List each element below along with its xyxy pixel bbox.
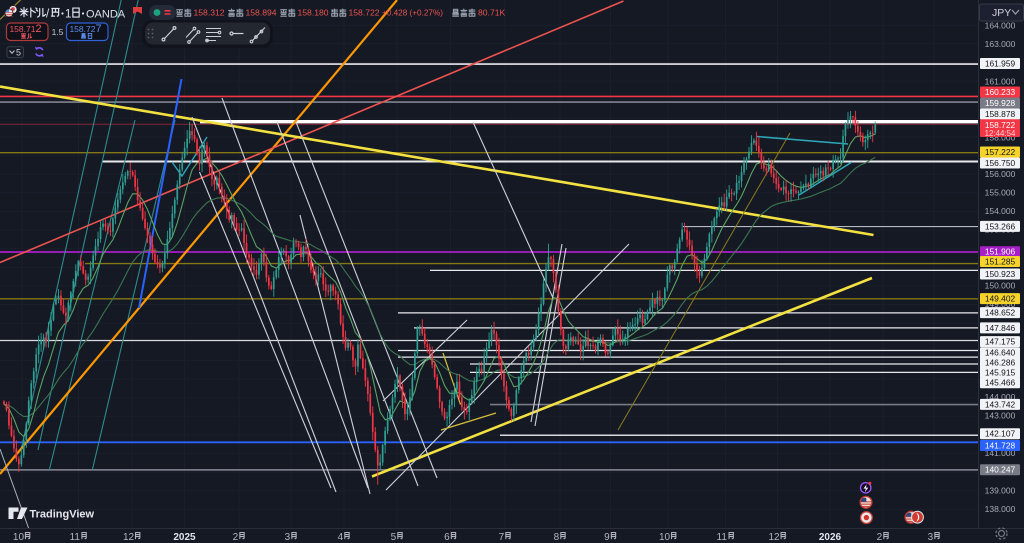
svg-text:/: / — [46, 8, 50, 20]
svg-text:TradingView: TradingView — [30, 509, 95, 521]
svg-text:156.000: 156.000 — [985, 169, 1016, 179]
svg-text:9: 9 — [604, 532, 610, 543]
svg-text:5: 5 — [16, 48, 21, 58]
svg-text:144.000: 144.000 — [985, 392, 1016, 402]
svg-text:151.906: 151.906 — [985, 247, 1016, 257]
svg-text:139.000: 139.000 — [985, 486, 1016, 496]
svg-text:153.266: 153.266 — [985, 221, 1016, 231]
svg-text:158.878: 158.878 — [985, 109, 1016, 119]
svg-text:158.894: 158.894 — [246, 8, 277, 18]
svg-text:7: 7 — [499, 532, 505, 543]
svg-text:154.000: 154.000 — [985, 206, 1016, 216]
svg-text:158.722: 158.722 — [985, 120, 1016, 130]
svg-text:149.402: 149.402 — [985, 294, 1016, 304]
svg-text:1: 1 — [65, 8, 71, 20]
svg-text:11: 11 — [717, 532, 728, 543]
svg-text:148.652: 148.652 — [985, 308, 1016, 318]
svg-text:158.180: 158.180 — [298, 8, 329, 18]
svg-text:11: 11 — [70, 532, 81, 543]
svg-text:159.928: 159.928 — [985, 98, 1016, 108]
svg-text:12:44:54: 12:44:54 — [985, 129, 1016, 138]
svg-text:156.750: 156.750 — [985, 158, 1016, 168]
svg-text:4: 4 — [338, 532, 344, 543]
svg-text:155.000: 155.000 — [985, 188, 1016, 198]
svg-text:150.923: 150.923 — [985, 269, 1016, 279]
svg-text:147.846: 147.846 — [985, 323, 1016, 333]
svg-text:158.712: 158.712 — [9, 23, 41, 35]
svg-text:145.466: 145.466 — [985, 378, 1016, 388]
svg-text:10: 10 — [659, 532, 671, 543]
svg-text:80.71K: 80.71K — [478, 8, 506, 18]
svg-text:140.247: 140.247 — [985, 465, 1016, 475]
svg-text:143.000: 143.000 — [985, 411, 1016, 421]
svg-text:3: 3 — [285, 532, 291, 543]
svg-text:145.915: 145.915 — [985, 367, 1016, 377]
svg-text:OANDA: OANDA — [86, 8, 126, 20]
svg-text:163.000: 163.000 — [985, 39, 1016, 49]
svg-text:146.286: 146.286 — [985, 358, 1016, 368]
svg-text:151.285: 151.285 — [985, 256, 1016, 266]
svg-text:158.000: 158.000 — [985, 133, 1016, 143]
svg-text:2: 2 — [877, 532, 883, 543]
svg-text:8: 8 — [554, 532, 560, 543]
svg-text:2: 2 — [233, 532, 239, 543]
svg-text:160.233: 160.233 — [985, 87, 1016, 97]
svg-text:2025: 2025 — [173, 532, 196, 543]
svg-text:10: 10 — [13, 532, 25, 543]
svg-text:12: 12 — [123, 532, 135, 543]
svg-text:6: 6 — [444, 532, 450, 543]
svg-text:164.000: 164.000 — [985, 21, 1016, 31]
svg-text:138.000: 138.000 — [985, 504, 1016, 514]
svg-text:146.640: 146.640 — [985, 348, 1016, 358]
svg-text:158.312: 158.312 — [194, 8, 225, 18]
svg-text:2026: 2026 — [819, 532, 842, 543]
svg-text:12: 12 — [769, 532, 781, 543]
svg-text:161.000: 161.000 — [985, 77, 1016, 87]
svg-text:158.722: 158.722 — [349, 8, 380, 18]
svg-text:142.107: 142.107 — [985, 429, 1016, 439]
svg-text:157.222: 157.222 — [985, 147, 1016, 157]
svg-text:5: 5 — [391, 532, 397, 543]
svg-text:+0.428 (+0.27%): +0.428 (+0.27%) — [382, 9, 443, 18]
svg-text:1.5: 1.5 — [52, 27, 64, 37]
svg-text:143.742: 143.742 — [985, 399, 1016, 409]
svg-text:147.175: 147.175 — [985, 337, 1016, 347]
svg-text:158.727: 158.727 — [69, 23, 101, 35]
svg-text:141.728: 141.728 — [985, 440, 1016, 450]
svg-text:3: 3 — [928, 532, 934, 543]
svg-text:141.000: 141.000 — [985, 448, 1016, 458]
svg-text:150.000: 150.000 — [985, 281, 1016, 291]
svg-text:161.959: 161.959 — [985, 58, 1016, 68]
svg-text:JPY: JPY — [992, 7, 1011, 19]
